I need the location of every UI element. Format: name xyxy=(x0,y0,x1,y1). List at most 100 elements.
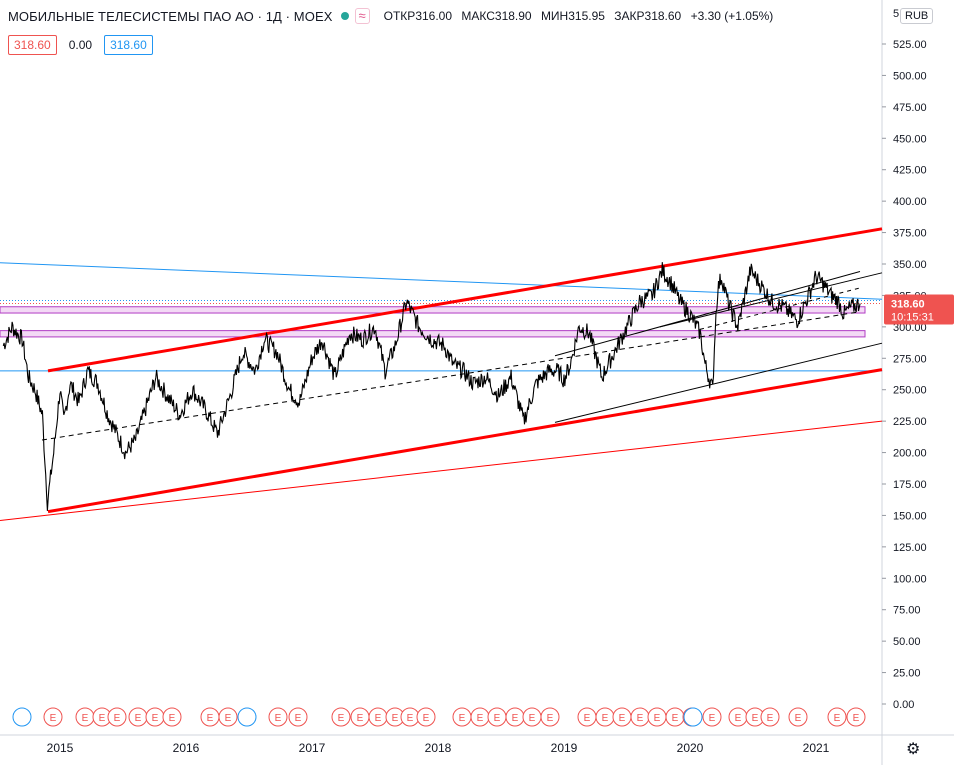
earnings-marker xyxy=(846,707,866,727)
earnings-marker xyxy=(218,707,238,727)
earnings-marker xyxy=(107,707,127,727)
dividend-marker xyxy=(683,707,703,727)
y-tick-label: 500.00 xyxy=(893,70,927,82)
value-box-right: 318.60 xyxy=(104,35,153,55)
x-tick-label: 2015 xyxy=(47,741,74,755)
resistance-zone-upper xyxy=(0,306,866,314)
dividend-marker xyxy=(12,707,32,727)
y-tick-label: 350.00 xyxy=(893,259,927,271)
x-tick-label: 2019 xyxy=(551,741,578,755)
earnings-marker xyxy=(268,707,288,727)
indicator-values: 318.60 0.00 318.60 xyxy=(8,35,153,55)
y-tick-label: 0.00 xyxy=(893,699,914,711)
resistance-zone-lower xyxy=(0,330,866,338)
x-tick-label: 2016 xyxy=(173,741,200,755)
channel-lower-line xyxy=(47,368,883,514)
x-tick-label: 2020 xyxy=(677,741,704,755)
earnings-marker-label: E xyxy=(529,713,536,724)
earnings-marker xyxy=(162,707,182,727)
earnings-marker-label: E xyxy=(392,713,399,724)
y-tick-label: 425.00 xyxy=(893,165,927,177)
earnings-marker xyxy=(827,707,847,727)
earnings-marker-label: E xyxy=(735,713,742,724)
y-tick-label: 125.00 xyxy=(893,542,927,554)
earnings-marker xyxy=(540,707,560,727)
red-thin-trendline xyxy=(0,420,883,521)
y-tick-label: 225.00 xyxy=(893,416,927,428)
earnings-marker-label: E xyxy=(135,713,142,724)
earnings-marker-label: E xyxy=(169,713,176,724)
y-tick-label: 175.00 xyxy=(893,479,927,491)
minor-channel-upper xyxy=(554,271,861,357)
earnings-marker xyxy=(760,707,780,727)
earnings-marker xyxy=(331,707,351,727)
earnings-marker-label: E xyxy=(654,713,661,724)
earnings-marker xyxy=(788,707,808,727)
earnings-marker-label: E xyxy=(99,713,106,724)
y-tick-label: 100.00 xyxy=(893,573,927,585)
y-tick-label: 300.00 xyxy=(893,322,927,334)
y-tick-label: 450.00 xyxy=(893,133,927,145)
earnings-marker-label: E xyxy=(459,713,466,724)
gear-icon[interactable]: ⚙ xyxy=(906,741,921,758)
earnings-marker-label: E xyxy=(357,713,364,724)
minor-channel-lower xyxy=(554,342,883,423)
last-price-label: 318.60 xyxy=(891,298,925,310)
earnings-marker-label: E xyxy=(50,713,57,724)
earnings-marker-label: E xyxy=(602,713,609,724)
earnings-marker-label: E xyxy=(295,713,302,724)
market-status-icon xyxy=(340,12,349,20)
y-tick-label: 375.00 xyxy=(893,228,927,240)
earnings-marker-label: E xyxy=(407,713,414,724)
earnings-marker xyxy=(416,707,436,727)
x-tick-label: 2021 xyxy=(803,741,830,755)
earnings-marker-label: E xyxy=(207,713,214,724)
earnings-marker-label: E xyxy=(477,713,484,724)
earnings-marker-label: E xyxy=(275,713,282,724)
earnings-marker xyxy=(288,707,308,727)
y-tick-label: 200.00 xyxy=(893,448,927,460)
earnings-marker-label: E xyxy=(853,713,860,724)
earnings-marker-label: E xyxy=(338,713,345,724)
earnings-marker-label: E xyxy=(584,713,591,724)
earnings-marker-label: E xyxy=(834,713,841,724)
earnings-marker-label: E xyxy=(512,713,519,724)
earnings-marker-label: E xyxy=(767,713,774,724)
chart-header: МОБИЛЬНЫЕ ТЕЛЕСИСТЕМЫ ПАО АО · 1Д · MOEX… xyxy=(8,8,779,24)
earnings-marker-label: E xyxy=(494,713,501,724)
x-tick-label: 2017 xyxy=(299,741,326,755)
earnings-marker-label: E xyxy=(672,713,679,724)
price-change: +3.30 (+1.05%) xyxy=(690,9,774,23)
y-tick-label: 25.00 xyxy=(893,668,921,680)
y-tick-label: 75.00 xyxy=(893,605,921,617)
ohlc-values: ОТКР316.00 МАКС318.90 МИН315.95 ЗАКР318.… xyxy=(383,9,774,23)
price-line xyxy=(2,262,861,511)
x-tick-label: 2018 xyxy=(425,741,452,755)
earnings-marker-label: E xyxy=(795,713,802,724)
earnings-marker-label: E xyxy=(752,713,759,724)
y-tick-label: 275.00 xyxy=(893,353,927,365)
earnings-marker xyxy=(43,707,63,727)
earnings-marker-label: E xyxy=(637,713,644,724)
earnings-marker xyxy=(702,707,722,727)
blue-trendline xyxy=(0,262,883,300)
earnings-marker-label: E xyxy=(375,713,382,724)
channel-upper-line xyxy=(47,227,883,373)
y-tick-label: 250.00 xyxy=(893,385,927,397)
bar-countdown-label: 10:15:31 xyxy=(891,311,934,323)
y-tick-label: 525.00 xyxy=(893,39,927,51)
y-tick-label-partial: 5 xyxy=(893,8,899,20)
earnings-marker-label: E xyxy=(114,713,121,724)
earnings-marker-label: E xyxy=(423,713,430,724)
earnings-marker-label: E xyxy=(82,713,89,724)
value-box-left: 318.60 xyxy=(8,35,57,55)
y-tick-label: 150.00 xyxy=(893,510,927,522)
currency-badge[interactable]: RUB xyxy=(900,8,934,24)
wave-icon[interactable]: ≈ xyxy=(354,8,370,24)
symbol-title[interactable]: МОБИЛЬНЫЕ ТЕЛЕСИСТЕМЫ ПАО АО · 1Д · MOEX xyxy=(8,8,333,24)
value-box-middle: 0.00 xyxy=(62,35,99,55)
earnings-marker-label: E xyxy=(709,713,716,724)
y-tick-label: 400.00 xyxy=(893,196,927,208)
earnings-marker-label: E xyxy=(547,713,554,724)
